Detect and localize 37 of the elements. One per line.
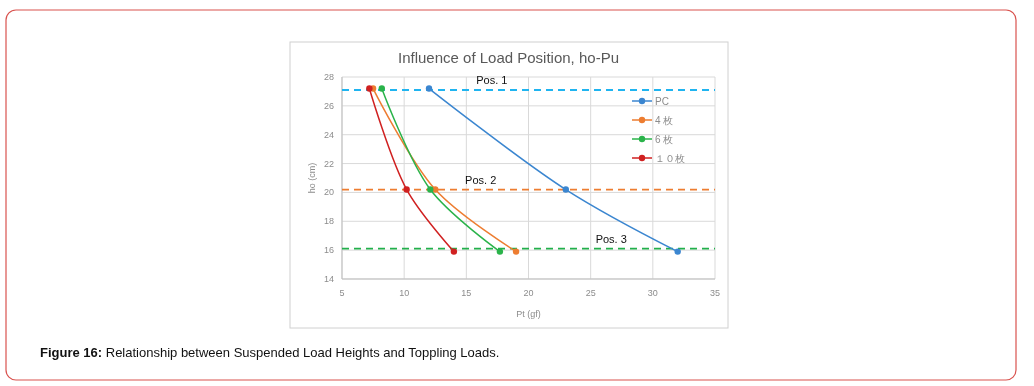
point	[432, 186, 439, 193]
y-tick-label: 26	[323, 100, 334, 111]
x-tick-label: 25	[585, 288, 596, 298]
y-axis-title: ho (cm)	[307, 162, 317, 194]
point	[425, 85, 433, 92]
y-tick-label: 28	[323, 72, 334, 82]
point	[512, 248, 520, 255]
legend-label: 4 枚	[655, 114, 674, 126]
point	[366, 85, 373, 92]
ref-line-label: Pos. 3	[595, 232, 627, 245]
y-tick-label: 14	[323, 274, 334, 284]
legend-label: 6 枚	[655, 133, 674, 145]
x-tick-label: 15	[461, 288, 472, 298]
y-tick-label: 24	[323, 129, 334, 140]
ref-line-label: Pos. 2	[465, 173, 497, 186]
x-axis-title: Pt (gf)	[516, 309, 541, 319]
point	[674, 248, 681, 255]
point	[378, 85, 385, 92]
point	[562, 186, 569, 193]
legend-label: １０枚	[655, 152, 685, 164]
x-tick-label: 20	[523, 288, 534, 298]
point	[427, 186, 434, 193]
ref-line-label: Pos. 1	[476, 73, 508, 86]
point	[496, 248, 504, 255]
caption: Figure 16: Relationship between Suspended Load Heights and Toppling Loads.	[40, 345, 500, 360]
point	[403, 186, 410, 193]
legend-label: PC	[655, 95, 669, 107]
x-tick-label: 5	[339, 288, 345, 298]
x-tick-label: 35	[709, 288, 721, 298]
chart-title: Influence of Load Position, ho-Pu	[398, 49, 619, 66]
x-tick-label: 30	[647, 288, 658, 298]
y-tick-label: 20	[323, 187, 334, 198]
y-tick-label: 16	[323, 245, 334, 256]
y-tick-label: 22	[323, 158, 334, 169]
x-tick-label: 10	[399, 288, 410, 298]
point	[450, 248, 458, 255]
y-tick-label: 18	[323, 216, 334, 227]
